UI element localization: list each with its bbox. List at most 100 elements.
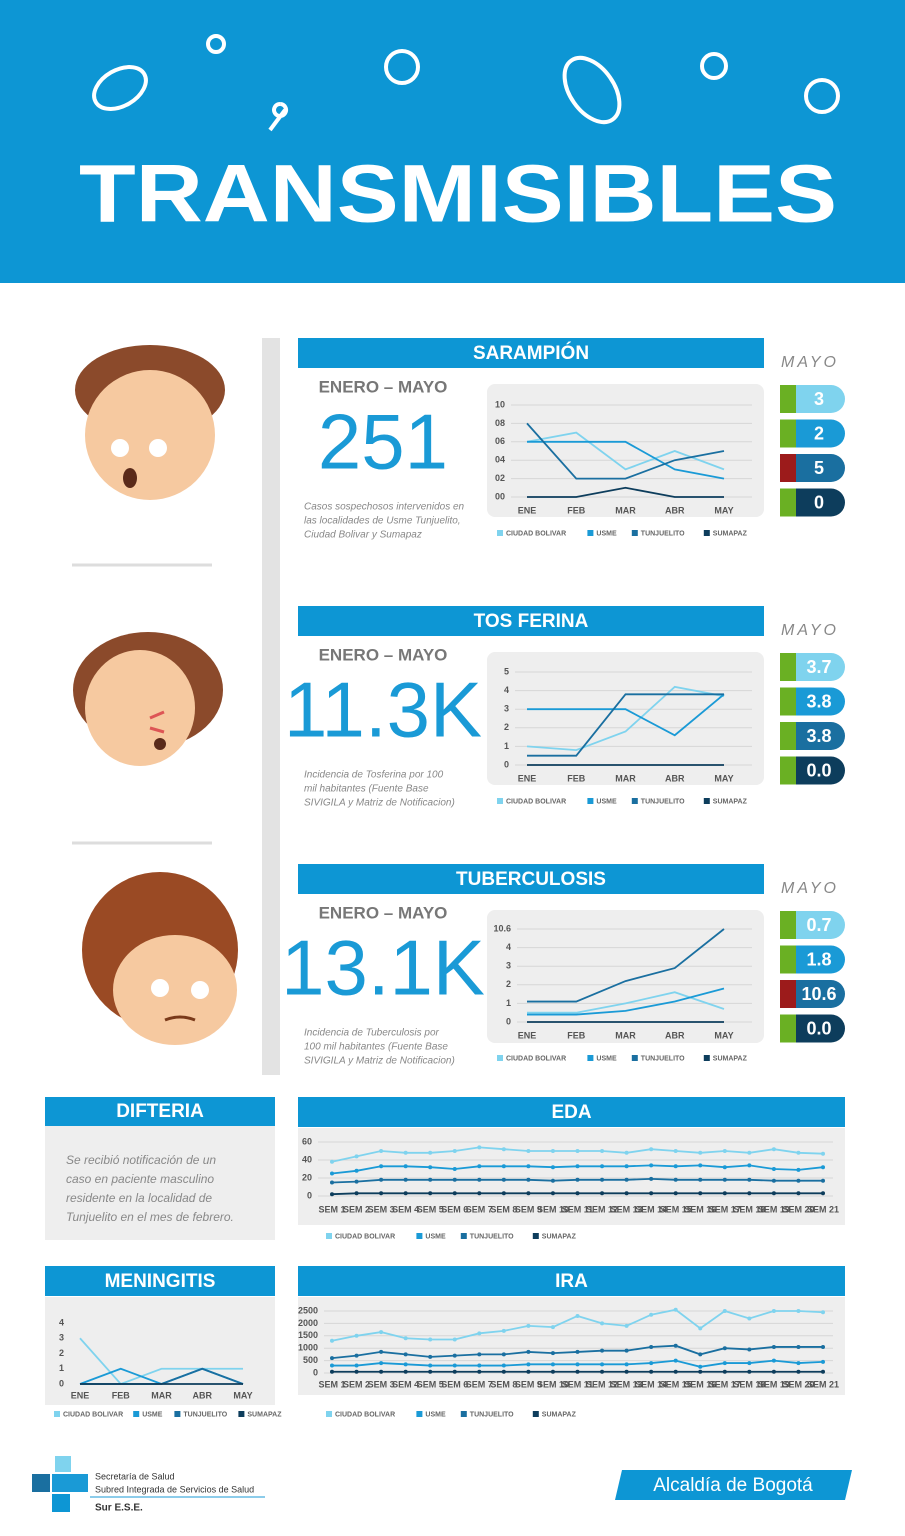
legend-swatch xyxy=(703,530,710,536)
x-tick-label: MAY xyxy=(714,505,733,515)
point xyxy=(747,1369,752,1374)
point xyxy=(821,1359,825,1364)
difteria-text: Se recibió notificación de un xyxy=(66,1153,216,1167)
point xyxy=(501,1363,506,1368)
point xyxy=(796,1361,801,1366)
point xyxy=(600,1348,605,1353)
y-tick-label: 1000 xyxy=(298,1343,318,1353)
difteria-panel xyxy=(45,1126,275,1240)
point xyxy=(698,1177,703,1182)
point xyxy=(330,1363,334,1368)
point xyxy=(354,1363,359,1368)
legend-swatch xyxy=(587,798,594,804)
legend-swatch xyxy=(532,1411,539,1417)
point xyxy=(673,1369,678,1374)
chart-title: IRA xyxy=(555,1271,588,1292)
legend-swatch xyxy=(631,1055,638,1061)
point xyxy=(428,1363,433,1368)
legend-swatch xyxy=(326,1411,332,1417)
legend-swatch xyxy=(238,1411,245,1417)
x-tick-label: FEB xyxy=(567,773,586,783)
badge-flag xyxy=(780,1014,796,1043)
legend-swatch xyxy=(587,530,594,536)
point xyxy=(403,1177,408,1182)
y-tick-label: 2500 xyxy=(298,1305,318,1315)
description: Incidencia de Tuberculosis por xyxy=(304,1028,440,1039)
total: 13.1K xyxy=(281,924,485,1012)
mayo-label: MAYO xyxy=(781,354,839,371)
point xyxy=(477,1369,482,1374)
point xyxy=(698,1150,703,1155)
point xyxy=(821,1165,825,1170)
legend-swatch xyxy=(460,1233,467,1239)
point xyxy=(600,1321,605,1326)
point xyxy=(452,1191,457,1196)
point xyxy=(526,1323,531,1328)
x-tick-label: SEM 5 xyxy=(417,1379,444,1389)
legend-label: USME xyxy=(425,1411,446,1418)
x-tick-label: MAR xyxy=(151,1390,172,1400)
y-tick-label: 02 xyxy=(495,473,505,483)
legend-label: CIUDAD BOLIVAR xyxy=(335,1233,395,1240)
badge-value: 0.0 xyxy=(806,1018,831,1038)
point xyxy=(428,1369,433,1374)
x-tick-label: SEM 9 xyxy=(515,1204,542,1214)
x-tick-label: MAY xyxy=(233,1390,252,1400)
y-tick-label: 5 xyxy=(504,666,509,676)
point xyxy=(330,1171,334,1176)
point xyxy=(403,1150,408,1155)
point xyxy=(698,1326,703,1331)
point xyxy=(698,1364,703,1369)
description: Casos sospechosos intervenidos en xyxy=(304,502,465,513)
legend-swatch xyxy=(174,1411,181,1417)
series-line xyxy=(79,1337,243,1386)
point xyxy=(575,1177,580,1182)
y-tick-label: 0 xyxy=(504,759,509,769)
y-tick-label: 2 xyxy=(506,979,511,989)
face-illustration xyxy=(73,632,223,766)
legend-swatch xyxy=(460,1411,467,1417)
x-tick-label: SEM 1 xyxy=(318,1379,345,1389)
description: Ciudad Bolivar y Sumapaz xyxy=(304,530,422,541)
legend-label: SUMAPAZ xyxy=(713,798,748,805)
point xyxy=(550,1362,555,1367)
legend-label: SUMAPAZ xyxy=(713,530,748,537)
point xyxy=(452,1369,457,1374)
point xyxy=(673,1177,678,1182)
legend-label: USME xyxy=(142,1411,163,1418)
x-tick-label: SEM 14 xyxy=(635,1204,667,1214)
point xyxy=(501,1352,506,1357)
legend-label: SUMAPAZ xyxy=(542,1411,577,1418)
point xyxy=(379,1177,384,1182)
mayo-label: MAYO xyxy=(781,622,839,639)
point xyxy=(403,1191,408,1196)
title-bar xyxy=(298,338,764,368)
point xyxy=(698,1352,703,1357)
description: SIVIGILA y Matriz de Notificacion) xyxy=(304,1056,455,1067)
point xyxy=(722,1177,727,1182)
point xyxy=(796,1191,801,1196)
face-illustration xyxy=(75,345,225,500)
x-tick-label: SEM 10 xyxy=(537,1204,569,1214)
y-tick-label: 3 xyxy=(506,961,511,971)
legend-label: CIUDAD BOLIVAR xyxy=(506,530,566,537)
x-tick-label: SEM 12 xyxy=(586,1204,618,1214)
legend-label: TUNJUELITO xyxy=(641,1055,685,1062)
point xyxy=(698,1191,703,1196)
point xyxy=(501,1328,506,1333)
x-tick-label: SEM 18 xyxy=(733,1204,765,1214)
point xyxy=(354,1333,359,1338)
x-tick-label: SEM 4 xyxy=(392,1204,419,1214)
x-tick-label: MAY xyxy=(714,1030,733,1040)
chart-title: EDA xyxy=(551,1102,591,1123)
point xyxy=(575,1313,580,1318)
y-tick-label: 500 xyxy=(303,1355,318,1365)
point xyxy=(673,1343,678,1348)
badge-value: 0.0 xyxy=(806,760,831,780)
point xyxy=(796,1309,801,1313)
legend-swatch xyxy=(532,1233,539,1239)
point xyxy=(501,1369,506,1374)
point xyxy=(501,1177,506,1182)
